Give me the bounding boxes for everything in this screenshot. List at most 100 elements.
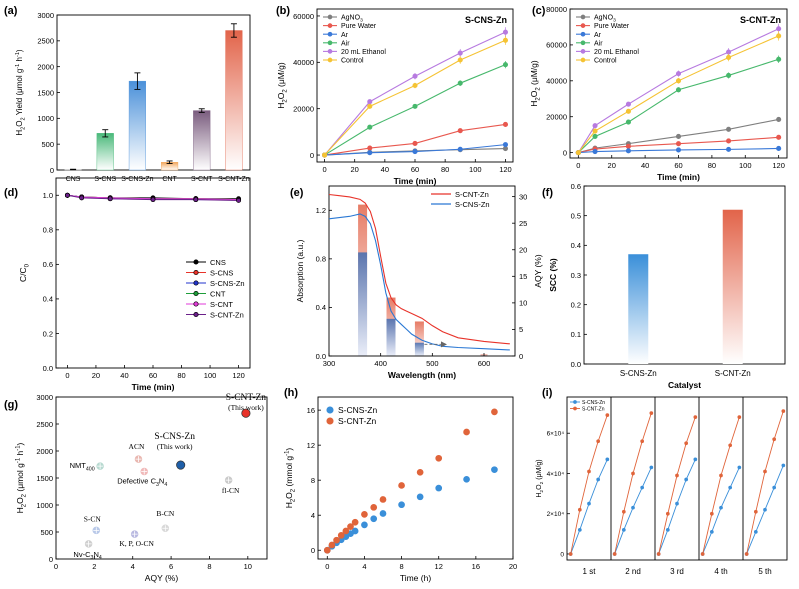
panel-i-point-S-CNT-Zn-4-4 (781, 409, 786, 413)
panel-b-legend-marker-Pure Water (327, 23, 333, 28)
panel-g-point-label-Defective C3N4-run-0: Defective C (117, 477, 156, 486)
panel-g-point-label-Defective C3N4: Defective C3N4 (117, 477, 167, 488)
panel-c-point-20 mL Ethanol-1 (592, 123, 598, 129)
panel-a-ylabel-run-2: O (15, 120, 24, 126)
panel-c-point-Air-3 (675, 87, 682, 93)
panel-i-ytick-label-3: 6×10⁴ (547, 431, 565, 438)
panel-i-point-S-CNT-Zn-4-2 (763, 469, 767, 474)
panel-g-point-cross-NMT (97, 463, 104, 470)
panel-b-xtick-label-0: 0 (322, 165, 326, 174)
panel-i-point-S-CNS-Zn-4-2 (763, 507, 767, 512)
panel-c-point-20 mL Ethanol-2 (625, 101, 631, 107)
panel-f-ytick-label-2: 0.2 (571, 300, 581, 309)
panel-i-line-S-CNT-Zn-cycle-1 (614, 412, 652, 555)
panel-g-point-label-NMT-run-1: 400 (86, 466, 95, 472)
panel-i-point-S-CNS-Zn-0-1 (577, 527, 582, 532)
panel-c-point-Control-2 (625, 108, 631, 114)
panel-h-point-S-CNS-Zn-13 (463, 475, 470, 483)
panel-c-point-Pure Water-5 (776, 134, 782, 140)
panel-b-ylabel-run-3: 2 (283, 89, 289, 92)
panel-h-frame (317, 396, 514, 560)
panel-c-ytick-label-1: 20000 (546, 113, 567, 122)
panel-b-point-Control-2 (412, 82, 418, 89)
panel-i-line-S-CNS-Zn-cycle-2 (658, 459, 696, 555)
panel-h-ytick-label-4: 16 (307, 406, 315, 415)
panel-a-bar-S-CNT (193, 110, 211, 171)
panel-d-xtick-label-6: 120 (232, 371, 245, 380)
panel-h-point-S-CNS-Zn-11 (416, 493, 424, 501)
panel-i-point-S-CNS-Zn-0-2 (587, 501, 591, 506)
panel-i-point-S-CNS-Zn-4-3 (772, 485, 777, 490)
panel-d-legend-label-S-CNT-Zn: S-CNT-Zn (210, 310, 244, 319)
panel-d-xtick-label-5: 100 (204, 371, 217, 380)
panel-e-ytick-label-3: 1.2 (316, 206, 326, 215)
panel-e-line-S-CNS-Zn (328, 213, 510, 351)
panel-c-ytick-label-0: 0 (563, 148, 567, 157)
panel-h-ylabel-run-1: 2 (291, 499, 297, 502)
panel-c-point-20 mL Ethanol-3 (675, 71, 682, 77)
panel-c-point-Control-0 (575, 150, 581, 156)
panel-g-point-label-B-CN: B-CN (156, 509, 175, 518)
panel-g-point-cross-ACN (135, 456, 142, 463)
panel-e-legend-label-S-CNT-Zn: S-CNT-Zn (455, 190, 489, 199)
panel-e-right-ytick-label-0: 0 (519, 352, 523, 361)
panel-a-category-label-S-CNS: S-CNS (94, 176, 116, 183)
panel-h-point-S-CNT-Zn-2 (333, 536, 340, 544)
panel-a-ylabel-run-5: -1 (15, 64, 21, 69)
panel-b-point-20 mL Ethanol-3 (457, 50, 463, 56)
panel-b-point-Air-4 (502, 62, 509, 68)
panel-f-category-label-S-CNT-Zn: S-CNT-Zn (715, 369, 751, 378)
panel-d-ylabel: C/C0 (18, 263, 31, 282)
panel-c-point-Ar-5 (776, 145, 782, 152)
panel-b-legend-label-AgNO3-run-0: AgNO (341, 15, 361, 22)
panel-h-point-S-CNS-Zn-8 (370, 515, 378, 523)
panel-g-point-sublabel-S-CNS-Zn: (This work) (157, 442, 193, 451)
panel-g-xtick-label-0: 0 (54, 562, 58, 571)
panel-i-ylabel-run-3: 2 (539, 481, 545, 484)
panel-a-bar-S-CNS (96, 133, 114, 171)
panel-a-ytick-label-1: 500 (41, 140, 54, 149)
panel-a-ytick-label-2: 1000 (37, 114, 54, 123)
panel-a-bar-S-CNS-Zn (128, 80, 146, 171)
panel-f-bar-S-CNT-Zn (722, 209, 743, 364)
panel-a-ylabel-run-1: 2 (20, 127, 26, 130)
panel-b-legend-label-20 mL Ethanol: 20 mL Ethanol (341, 49, 386, 56)
panel-i-ylabel: H2O2 (μM/g) (536, 459, 545, 497)
panel-b-ylabel-run-1: 2 (283, 99, 289, 102)
panel-g-xtick-label-4: 8 (207, 562, 211, 571)
panel-c-point-Pure Water-2 (625, 143, 631, 149)
panel-b-point-Control-1 (367, 103, 373, 109)
panel-d-xtick-label-4: 80 (177, 371, 185, 380)
panel-h-label: (h) (284, 387, 298, 399)
panel-b-legend-marker-Ar (327, 31, 333, 37)
panel-e-ytick-label-1: 0.4 (316, 303, 326, 312)
panel-i-point-S-CNT-Zn-1-0 (612, 552, 617, 556)
panel-i-point-S-CNS-Zn-1-1 (621, 527, 626, 532)
panel-i-legend-marker-S-CNT-Zn (573, 406, 577, 411)
panel-c-ylabel-run-3: 2 (536, 87, 542, 90)
panel-a-ytick-label-4: 2000 (37, 62, 54, 71)
panel-h-point-S-CNT-Zn-8 (370, 503, 378, 511)
panel-c-point-Control-3 (675, 78, 682, 84)
panel-e-aqy-bar-s-cns-zn-365 (358, 252, 368, 356)
panel-i-frame (566, 396, 788, 561)
panel-f-frame (583, 185, 786, 365)
panel-d-point-S-CNT-Zn-0 (64, 192, 70, 198)
panel-h-xtick-label-0: 0 (325, 562, 329, 571)
panel-i-point-S-CNS-Zn-1-4 (649, 465, 654, 470)
panel-b-point-Air-2 (412, 103, 418, 109)
panel-b-legend-label-Pure Water: Pure Water (341, 23, 377, 30)
panel-e-ytick-label-2: 0.8 (316, 255, 326, 264)
panel-h-legend-label-S-CNT-Zn: S-CNT-Zn (338, 416, 377, 426)
panel-c-label: (c) (532, 5, 546, 17)
panel-c-point-Air-1 (592, 133, 598, 140)
panel-g-ytick-label-2: 1000 (36, 501, 53, 510)
panel-c-point-Control-5 (776, 33, 782, 39)
panel-g-ytick-label-1: 500 (40, 528, 53, 537)
panel-c-legend-label-AgNO3-run-1: 3 (613, 18, 616, 24)
panel-d-xtick-label-2: 40 (120, 371, 128, 380)
panel-h-legend-marker-S-CNT-Zn (326, 417, 334, 425)
panel-c-legend-label-20 mL Ethanol: 20 mL Ethanol (594, 49, 639, 56)
panel-d-ytick-label-0: 0.0 (43, 364, 53, 373)
panel-a-ylabel-run-3: 2 (20, 117, 26, 120)
